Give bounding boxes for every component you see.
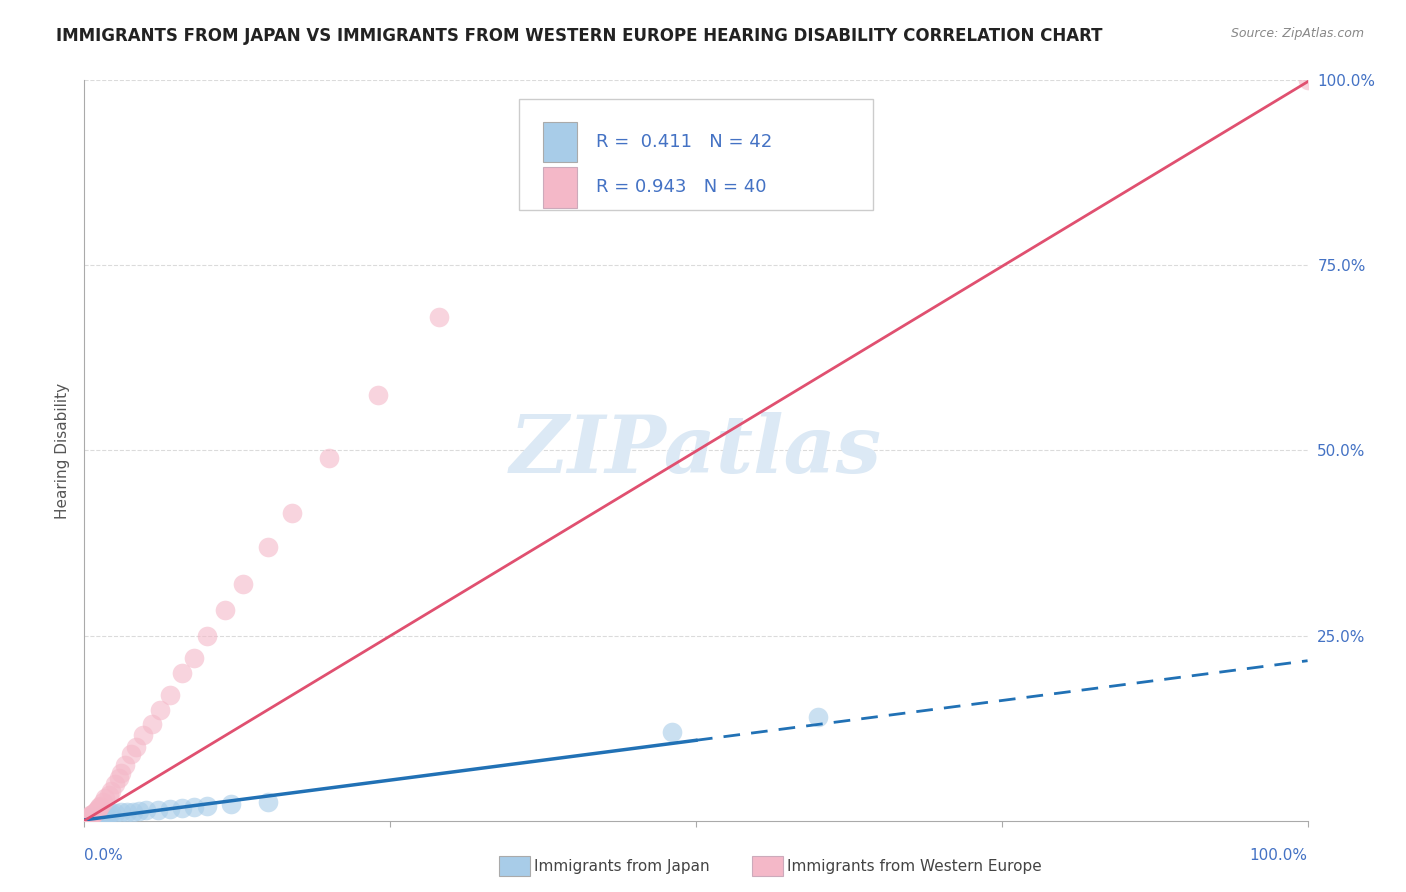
Point: [807, 710, 830, 724]
Point: [172, 665, 194, 680]
Point: [96, 807, 118, 822]
Point: [79, 809, 101, 823]
Point: [86, 810, 108, 824]
Point: [87, 810, 110, 824]
Point: [195, 798, 218, 813]
Point: [86, 803, 108, 817]
Point: [83, 811, 105, 825]
Point: [75, 813, 97, 827]
Point: [100, 806, 122, 821]
Point: [82, 807, 104, 822]
Y-axis label: Hearing Disability: Hearing Disability: [55, 383, 70, 518]
Point: [115, 805, 138, 819]
Text: ZIPatlas: ZIPatlas: [510, 412, 882, 489]
Text: 0.0%: 0.0%: [84, 847, 124, 863]
Point: [84, 810, 107, 824]
Point: [76, 812, 98, 826]
Point: [97, 807, 120, 822]
FancyBboxPatch shape: [543, 121, 578, 162]
Point: [367, 388, 389, 402]
Point: [77, 810, 100, 824]
Text: IMMIGRANTS FROM JAPAN VS IMMIGRANTS FROM WESTERN EUROPE HEARING DISABILITY CORRE: IMMIGRANTS FROM JAPAN VS IMMIGRANTS FROM…: [56, 27, 1102, 45]
FancyBboxPatch shape: [519, 99, 873, 210]
Point: [257, 540, 280, 554]
Point: [114, 758, 136, 772]
Point: [79, 812, 101, 826]
Point: [100, 784, 122, 798]
Point: [77, 812, 100, 826]
Point: [104, 776, 127, 791]
Point: [77, 812, 100, 826]
Point: [94, 791, 117, 805]
Text: Immigrants from Western Europe: Immigrants from Western Europe: [787, 859, 1042, 873]
Point: [82, 811, 104, 825]
Point: [87, 802, 110, 816]
Point: [110, 805, 132, 820]
Point: [132, 729, 155, 743]
Point: [135, 803, 157, 817]
Point: [195, 628, 218, 642]
Point: [122, 805, 145, 819]
Point: [214, 602, 236, 616]
Point: [141, 717, 163, 731]
Text: 100.0%: 100.0%: [1250, 847, 1308, 863]
Point: [97, 788, 120, 802]
Point: [257, 795, 280, 809]
Point: [77, 812, 100, 826]
Point: [128, 804, 150, 818]
Point: [125, 739, 148, 754]
Point: [77, 812, 100, 826]
Point: [661, 724, 683, 739]
Point: [91, 795, 114, 809]
Point: [232, 576, 254, 591]
Point: [219, 797, 242, 812]
Point: [79, 808, 101, 822]
Point: [104, 806, 127, 821]
Point: [146, 803, 169, 817]
Point: [77, 812, 100, 826]
Point: [84, 805, 107, 819]
Text: Immigrants from Japan: Immigrants from Japan: [534, 859, 710, 873]
Point: [86, 811, 108, 825]
Point: [75, 813, 97, 827]
Point: [76, 813, 98, 827]
Point: [281, 507, 304, 521]
Point: [110, 765, 132, 780]
Point: [79, 811, 101, 825]
Text: Source: ZipAtlas.com: Source: ZipAtlas.com: [1230, 27, 1364, 40]
Point: [159, 688, 181, 702]
Point: [80, 807, 103, 822]
Point: [89, 809, 111, 823]
Point: [87, 809, 110, 823]
Point: [183, 800, 205, 814]
Point: [149, 703, 172, 717]
Point: [172, 801, 194, 815]
Point: [107, 771, 129, 785]
Point: [83, 806, 105, 821]
Point: [82, 812, 104, 826]
Point: [89, 798, 111, 813]
Point: [1296, 73, 1319, 87]
Point: [77, 811, 100, 825]
Point: [318, 450, 340, 465]
Point: [159, 802, 181, 816]
Point: [91, 808, 114, 822]
Point: [427, 310, 450, 325]
FancyBboxPatch shape: [543, 167, 578, 208]
Point: [80, 812, 103, 826]
Point: [87, 800, 110, 814]
Point: [120, 747, 142, 761]
Point: [183, 650, 205, 665]
Point: [90, 808, 112, 822]
Point: [76, 812, 98, 826]
Point: [83, 810, 105, 824]
Point: [80, 811, 103, 825]
Text: R = 0.943   N = 40: R = 0.943 N = 40: [596, 178, 766, 196]
Point: [93, 807, 115, 822]
Text: R =  0.411   N = 42: R = 0.411 N = 42: [596, 133, 772, 151]
